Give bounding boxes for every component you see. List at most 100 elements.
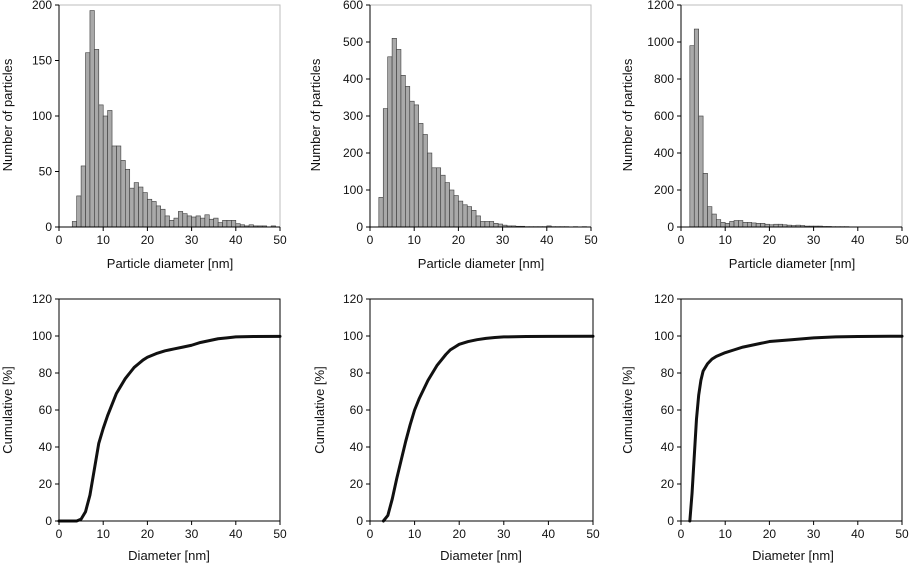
histogram-bar: [716, 219, 722, 228]
histogram-bar: [169, 220, 175, 228]
x-tick-label: 10: [408, 233, 422, 247]
histogram-bar: [231, 220, 237, 228]
histogram-bar: [466, 206, 472, 228]
y-axis-label-3: Number of particles: [620, 58, 635, 171]
histogram-bar: [449, 189, 455, 228]
histogram-bar: [98, 104, 104, 228]
x-tick-label: 40: [542, 527, 556, 541]
histogram-bar: [378, 197, 384, 228]
histogram-bar: [89, 10, 95, 228]
y-tick-label: 120: [343, 292, 363, 306]
x-tick-label: 20: [453, 527, 467, 541]
histogram-bar: [702, 173, 708, 228]
histogram-bar: [440, 174, 446, 228]
y-tick-label: 60: [350, 403, 364, 417]
histogram-bar: [155, 205, 161, 228]
cumulative-panel-2: 0 10 20 30 40 50 0 20 40 60 80 100 120 Diameter [nm]…: [312, 292, 600, 563]
histogram-bar: [480, 221, 486, 228]
y-tick-label: 20: [661, 477, 675, 491]
x-axis-label-5: Diameter [nm]: [440, 548, 522, 563]
histogram-bar: [413, 104, 419, 228]
x-axis-label-6: Diameter [nm]: [752, 548, 834, 563]
curve-group-3: [688, 334, 904, 523]
y-axis-label-5: Cumulative [%]: [312, 366, 327, 453]
y-tick-label: 300: [343, 109, 363, 123]
y-tick-label: 120: [32, 292, 52, 306]
histogram-bar: [484, 221, 490, 228]
histogram-bar: [147, 198, 153, 228]
x-tick-label: 50: [895, 527, 909, 541]
x-tick-label: 30: [496, 233, 510, 247]
y-tick-label: 80: [350, 366, 364, 380]
histogram-bar: [129, 187, 135, 228]
histogram-bar: [217, 222, 223, 228]
x-tick-label: 50: [273, 233, 287, 247]
histogram-bar: [107, 110, 113, 228]
y-tick-label: 100: [343, 329, 363, 343]
cumulative-curve: [57, 334, 282, 523]
histogram-bar: [427, 152, 433, 228]
y-tick-label: 0: [667, 220, 674, 234]
histogram-bar: [400, 75, 406, 228]
y-axis-label-2: Number of particles: [308, 58, 323, 171]
x-tick-label: 20: [763, 527, 777, 541]
histogram-bar: [226, 220, 232, 228]
histogram-bar: [418, 123, 424, 228]
histogram-panel-3: 0 10 20 30 40 50 0 200 400 600 800 1000 1200 Particl…: [620, 0, 909, 271]
histogram-bar: [405, 86, 411, 228]
histogram-bar: [396, 49, 402, 228]
x-axis-label-2: Particle diameter [nm]: [418, 256, 544, 271]
histogram-bar: [475, 215, 481, 228]
y-tick-label: 60: [39, 403, 53, 417]
y-axis-label-6: Cumulative [%]: [620, 366, 635, 453]
histogram-bar: [142, 192, 148, 228]
histogram-bar: [693, 28, 699, 228]
histogram-bar: [222, 220, 228, 228]
histogram-bar: [80, 165, 86, 228]
y-tick-label: 0: [45, 220, 52, 234]
histogram-bar: [711, 213, 717, 228]
histogram-bar: [422, 134, 428, 228]
x-tick-label: 0: [678, 527, 685, 541]
x-tick-label: 30: [807, 233, 821, 247]
y-tick-label: 800: [654, 72, 674, 86]
histogram-bar: [387, 56, 393, 228]
x-tick-label: 40: [229, 233, 243, 247]
histogram-bar: [133, 182, 139, 228]
histogram-bar: [116, 145, 122, 228]
histogram-bar: [689, 45, 695, 228]
histogram-bar: [493, 223, 499, 228]
y-tick-label: 80: [39, 366, 53, 380]
histogram-bar: [120, 160, 126, 228]
y-tick-label: 0: [45, 514, 52, 528]
histogram-bar: [173, 217, 179, 228]
x-tick-label: 30: [497, 527, 511, 541]
x-tick-label: 0: [367, 233, 374, 247]
x-tick-label: 0: [56, 233, 63, 247]
histogram-bar: [453, 195, 459, 228]
histogram-bar: [733, 220, 739, 228]
histogram-bar: [125, 168, 131, 228]
x-tick-label: 0: [367, 527, 374, 541]
y-axis-label-4: Cumulative [%]: [0, 366, 15, 453]
y-tick-label: 1200: [647, 0, 674, 12]
y-tick-label: 150: [32, 54, 52, 68]
histogram-bar: [489, 221, 495, 228]
histogram-bar: [720, 222, 726, 228]
y-tick-label: 40: [350, 440, 364, 454]
histogram-bar: [138, 186, 144, 228]
x-tick-label: 40: [229, 527, 243, 541]
x-tick-label: 40: [540, 233, 554, 247]
y-tick-label: 400: [654, 146, 674, 160]
histogram-bar: [462, 204, 468, 228]
x-tick-label: 10: [97, 527, 111, 541]
y-tick-label: 80: [661, 366, 675, 380]
y-tick-label: 120: [654, 292, 674, 306]
histogram-bar: [742, 222, 748, 228]
histogram-bar: [102, 115, 108, 228]
ticks-6: 0 10 20 30 40 50 0 20 40 60 80 100 120: [654, 292, 909, 541]
ticks-4: 0 10 20 30 40 50 0 20 40 60 80 100 120: [32, 292, 287, 541]
